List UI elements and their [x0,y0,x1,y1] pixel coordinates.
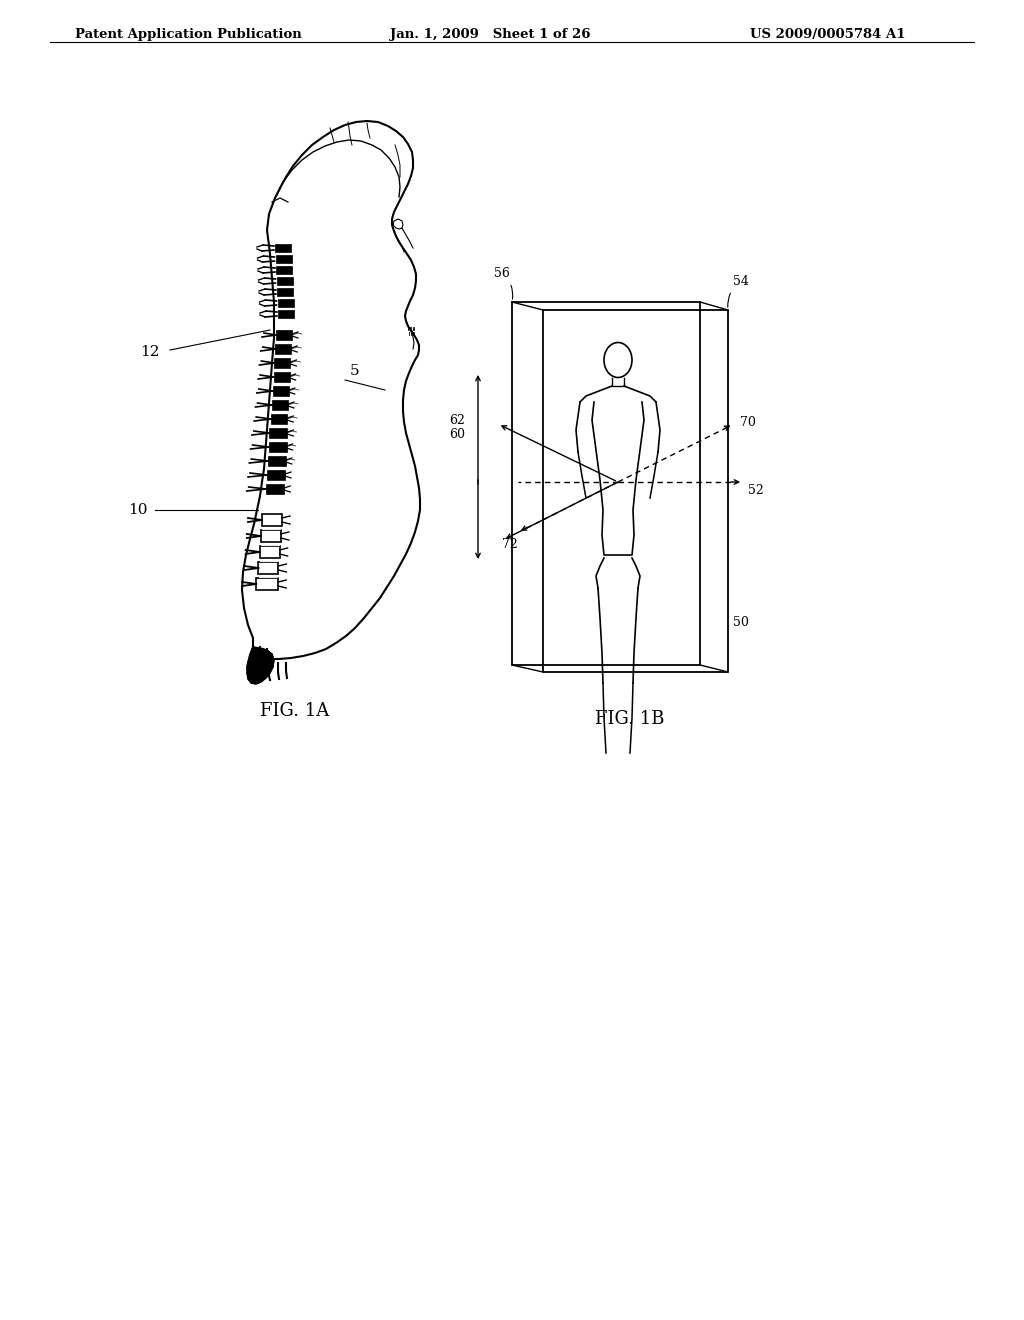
Text: 70: 70 [740,416,756,429]
Text: Jan. 1, 2009   Sheet 1 of 26: Jan. 1, 2009 Sheet 1 of 26 [390,28,591,41]
Text: FIG. 1B: FIG. 1B [595,710,665,729]
Polygon shape [267,470,285,480]
Polygon shape [275,244,291,252]
Polygon shape [275,345,291,354]
Text: 10: 10 [128,503,148,517]
Polygon shape [256,578,279,590]
Polygon shape [260,546,280,558]
Polygon shape [275,255,292,263]
Polygon shape [247,647,274,684]
Polygon shape [258,562,279,574]
Polygon shape [278,310,294,318]
Text: 62: 62 [450,413,465,426]
Text: US 2009/0005784 A1: US 2009/0005784 A1 [750,28,905,41]
Text: 72: 72 [502,537,518,550]
Polygon shape [272,400,288,411]
Text: FIG. 1A: FIG. 1A [260,702,330,719]
Text: 56: 56 [495,267,513,300]
Text: 52: 52 [748,483,764,496]
Text: 5: 5 [350,364,359,378]
Polygon shape [274,358,291,368]
Polygon shape [276,267,292,275]
Polygon shape [262,513,282,525]
Polygon shape [272,385,289,396]
Text: Patent Application Publication: Patent Application Publication [75,28,302,41]
Polygon shape [268,442,287,451]
Polygon shape [266,484,285,494]
Polygon shape [276,277,293,285]
Polygon shape [269,428,288,438]
Text: 50: 50 [733,615,749,628]
Text: 60: 60 [449,428,465,441]
Polygon shape [268,455,286,466]
Polygon shape [261,531,281,543]
Polygon shape [271,414,287,424]
Text: 54: 54 [728,275,749,308]
Polygon shape [278,300,294,308]
Polygon shape [278,288,293,296]
Polygon shape [273,372,290,381]
Polygon shape [276,330,292,341]
Text: 12: 12 [140,345,160,359]
